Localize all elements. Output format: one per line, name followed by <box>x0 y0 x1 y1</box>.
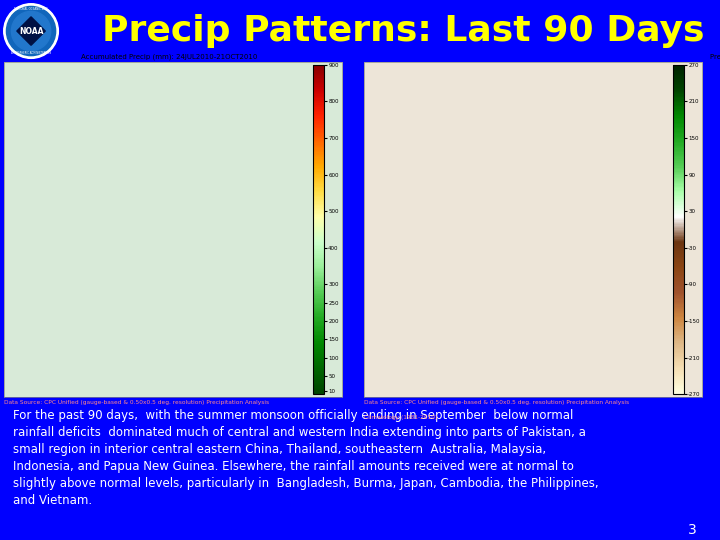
Text: Data Source: CPC Unified (gauge-based & 0.50x0.5 deg. resolution) Precipitation : Data Source: CPC Unified (gauge-based & … <box>4 400 269 404</box>
Text: 3: 3 <box>688 523 697 537</box>
Text: NATIONAL OCEANIC AND: NATIONAL OCEANIC AND <box>14 7 48 11</box>
Text: NOAA: NOAA <box>19 26 43 36</box>
Text: Precip Anomalies (mm): 24JUL2010-21OCT2010: Precip Anomalies (mm): 24JUL2010-21OCT20… <box>711 54 720 60</box>
Circle shape <box>12 11 50 51</box>
Circle shape <box>6 6 55 56</box>
Text: Climatology (1981-2010): Climatology (1981-2010) <box>364 415 437 420</box>
Polygon shape <box>17 17 45 45</box>
Text: Data Source: CPC Unified (gauge-based & 0.50x0.5 deg. resolution) Precipitation : Data Source: CPC Unified (gauge-based & … <box>364 400 629 404</box>
Text: ATMOSPHERIC ADMINISTRATION: ATMOSPHERIC ADMINISTRATION <box>11 51 51 55</box>
Text: Accumulated Precip (mm): 24JUL2010-21OCT2010: Accumulated Precip (mm): 24JUL2010-21OCT… <box>81 54 257 60</box>
Text: For the past 90 days,  with the summer monsoon officially ending in September  b: For the past 90 days, with the summer mo… <box>13 409 598 507</box>
Text: Precip Patterns: Last 90 Days: Precip Patterns: Last 90 Days <box>102 14 704 48</box>
Circle shape <box>4 4 58 58</box>
